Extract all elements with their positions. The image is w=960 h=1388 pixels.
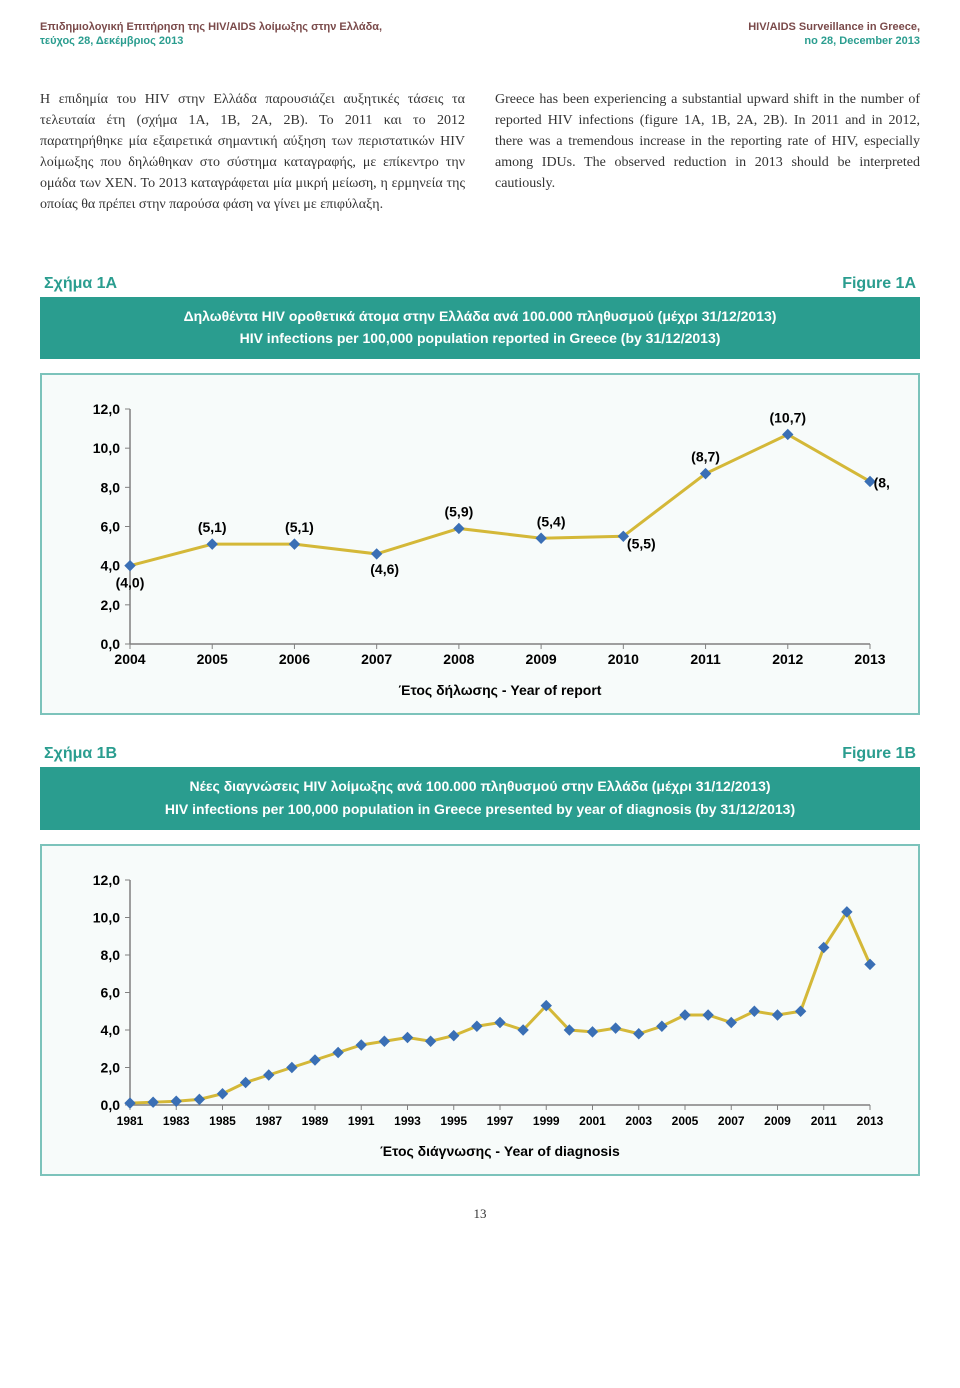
figure-1b-title-en: HIV infections per 100,000 population in… [50, 798, 910, 820]
svg-text:2,0: 2,0 [101, 597, 121, 613]
svg-text:1999: 1999 [533, 1114, 560, 1128]
svg-text:2010: 2010 [608, 651, 639, 667]
svg-text:6,0: 6,0 [101, 519, 121, 535]
svg-text:1987: 1987 [255, 1114, 282, 1128]
figure-1b-title-band: Νέες διαγνώσεις HIV λοίμωξης ανά 100.000… [40, 767, 920, 830]
svg-text:2013: 2013 [857, 1114, 884, 1128]
svg-text:2,0: 2,0 [101, 1060, 121, 1076]
header-right-line2: no 28, December 2013 [804, 35, 920, 47]
figure-1a-label-left: Σχήμα 1Α [44, 275, 117, 293]
svg-text:(5,1): (5,1) [198, 520, 227, 536]
figure-1a-label-right: Figure 1Α [842, 275, 916, 293]
figure-1b-chart-panel: 0,0 2,0 4,0 6,0 8,0 10,0 12,0 1981 1983 1985 1987 1… [40, 844, 920, 1176]
header-left-line2: τεύχος 28, Δεκέμβριος 2013 [40, 35, 183, 47]
svg-text:1991: 1991 [348, 1114, 375, 1128]
figure-1a-chart: 0,0 2,0 4,0 6,0 8,0 10,0 12,0 2004 2005 2006 2007 2… [70, 399, 890, 699]
svg-text:4,0: 4,0 [101, 558, 121, 574]
svg-text:10,0: 10,0 [93, 910, 120, 926]
header-left: Επιδημιολογική Επιτήρηση της HIV/AIDS λο… [40, 20, 382, 49]
svg-text:2001: 2001 [579, 1114, 606, 1128]
svg-text:1985: 1985 [209, 1114, 236, 1128]
svg-text:(5,5): (5,5) [627, 536, 656, 552]
header-left-line1: Επιδημιολογική Επιτήρηση της HIV/AIDS λο… [40, 21, 382, 33]
svg-text:1997: 1997 [487, 1114, 514, 1128]
svg-text:2013: 2013 [854, 651, 885, 667]
svg-text:2004: 2004 [114, 651, 145, 667]
svg-text:0,0: 0,0 [101, 636, 121, 652]
svg-text:Έτος δήλωσης - Year of report: Έτος δήλωσης - Year of report [399, 682, 602, 698]
svg-text:2011: 2011 [690, 651, 721, 667]
svg-text:Έτος διάγνωσης - Year of diagn: Έτος διάγνωσης - Year of diagnosis [380, 1143, 620, 1159]
svg-text:1995: 1995 [440, 1114, 467, 1128]
svg-text:2003: 2003 [625, 1114, 652, 1128]
svg-text:2009: 2009 [526, 651, 557, 667]
figure-1a-title-gr: Δηλωθέντα HIV οροθετικά άτομα στην Ελλάδ… [50, 305, 910, 327]
figure-1b-title-gr: Νέες διαγνώσεις HIV λοίμωξης ανά 100.000… [50, 775, 910, 797]
svg-text:2009: 2009 [764, 1114, 791, 1128]
svg-text:12,0: 12,0 [93, 401, 120, 417]
svg-text:4,0: 4,0 [101, 1022, 121, 1038]
body-greek: Η επιδημία του HIV στην Ελλάδα παρουσιάζ… [40, 89, 465, 215]
svg-text:2008: 2008 [443, 651, 474, 667]
svg-text:8,0: 8,0 [101, 947, 121, 963]
svg-text:(4,0): (4,0) [116, 575, 145, 591]
svg-text:1989: 1989 [302, 1114, 329, 1128]
svg-text:2005: 2005 [672, 1114, 699, 1128]
figure-1b-label-right: Figure 1B [842, 745, 916, 763]
svg-text:(8,7): (8,7) [691, 449, 720, 465]
svg-text:1981: 1981 [117, 1114, 144, 1128]
svg-text:8,0: 8,0 [101, 480, 121, 496]
svg-text:2007: 2007 [718, 1114, 745, 1128]
figure-1b-label-left: Σχήμα 1Β [44, 745, 117, 763]
figure-1a-block: Σχήμα 1Α Figure 1Α Δηλωθέντα HIV οροθετι… [40, 275, 920, 716]
svg-text:2006: 2006 [279, 651, 310, 667]
header-right: HIV/AIDS Surveillance in Greece, no 28, … [748, 20, 920, 49]
header-right-line1: HIV/AIDS Surveillance in Greece, [748, 21, 920, 33]
svg-text:(4,6): (4,6) [370, 561, 399, 577]
svg-text:10,0: 10,0 [93, 441, 120, 457]
svg-text:2007: 2007 [361, 651, 392, 667]
svg-text:2012: 2012 [772, 651, 803, 667]
page-number: 13 [40, 1206, 920, 1222]
svg-text:2011: 2011 [811, 1114, 837, 1128]
figure-1a-chart-panel: 0,0 2,0 4,0 6,0 8,0 10,0 12,0 2004 2005 2006 2007 2… [40, 373, 920, 715]
svg-text:(5,9): (5,9) [444, 504, 473, 520]
svg-text:0,0: 0,0 [101, 1097, 121, 1113]
svg-text:(10,7): (10,7) [769, 410, 806, 426]
svg-text:12,0: 12,0 [93, 872, 120, 888]
page-header: Επιδημιολογική Επιτήρηση της HIV/AIDS λο… [40, 20, 920, 49]
svg-text:(5,1): (5,1) [285, 520, 314, 536]
svg-text:1993: 1993 [394, 1114, 421, 1128]
svg-text:6,0: 6,0 [101, 985, 121, 1001]
svg-text:1983: 1983 [163, 1114, 190, 1128]
figure-1b-block: Σχήμα 1Β Figure 1B Νέες διαγνώσεις HIV λ… [40, 745, 920, 1176]
body-english: Greece has been experiencing a substanti… [495, 89, 920, 215]
svg-text:2005: 2005 [197, 651, 228, 667]
figure-1b-chart: 0,0 2,0 4,0 6,0 8,0 10,0 12,0 1981 1983 1985 1987 1… [70, 870, 890, 1160]
svg-text:(8,3): (8,3) [874, 475, 890, 491]
body-text: Η επιδημία του HIV στην Ελλάδα παρουσιάζ… [40, 89, 920, 215]
svg-text:(5,4): (5,4) [537, 514, 566, 530]
figure-1a-title-en: HIV infections per 100,000 population re… [50, 327, 910, 349]
figure-1a-title-band: Δηλωθέντα HIV οροθετικά άτομα στην Ελλάδ… [40, 297, 920, 360]
